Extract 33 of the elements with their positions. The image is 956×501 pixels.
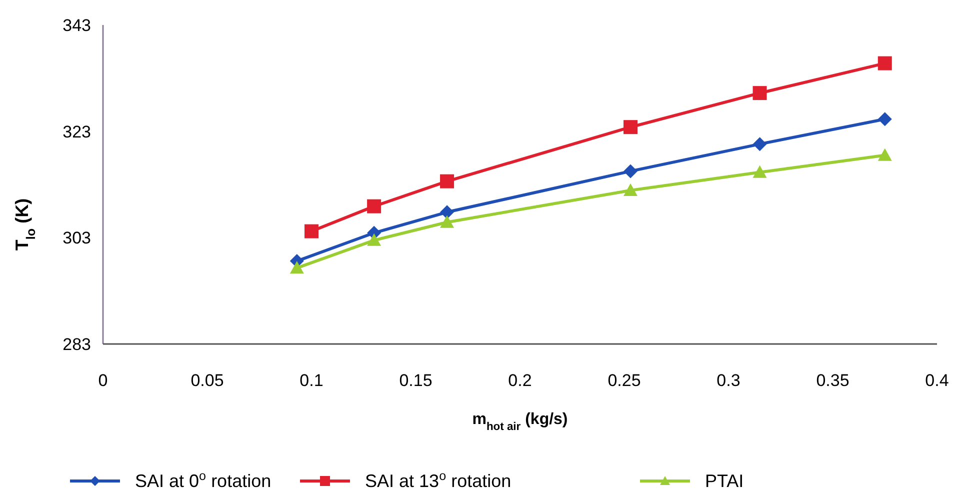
- x-tick-label: 0.3: [716, 371, 740, 390]
- point: [440, 215, 454, 228]
- legend-label: SAI at 0$^{o}$ rotation: [135, 469, 272, 491]
- x-tick-label: 0.15: [399, 371, 432, 390]
- x-tick-label: 0.05: [190, 371, 224, 390]
- point: [878, 112, 892, 126]
- point: [304, 224, 318, 238]
- x-tick-label: 0.25: [608, 371, 641, 390]
- x-tick-label: 0.4: [925, 371, 949, 390]
- point: [878, 148, 892, 161]
- point: [752, 86, 767, 100]
- point: [367, 233, 382, 246]
- legend-label: SAI at 13$^{o}$ rotation: [365, 469, 512, 491]
- x-axis-title: m$_{hot air}$ (kg/s): [472, 411, 568, 433]
- point: [624, 120, 638, 134]
- x-tick-label: 0.2: [508, 371, 532, 390]
- point: [752, 165, 767, 178]
- point: [624, 164, 638, 178]
- y-tick-label: 303: [62, 228, 91, 248]
- point: [878, 56, 892, 70]
- x-tick-label: 0.1: [300, 371, 324, 390]
- point: [290, 260, 304, 274]
- x-tick-label: 0: [98, 371, 108, 390]
- point: [624, 183, 638, 196]
- y-tick-label: 283: [62, 334, 91, 354]
- x-tick-label: 0.35: [816, 371, 850, 390]
- y-tick-label: 343: [62, 16, 91, 35]
- point: [440, 174, 454, 188]
- y-tick-label: 323: [62, 122, 91, 142]
- point: [440, 205, 454, 220]
- point: [752, 137, 767, 152]
- legend-label: PTAI: [705, 471, 744, 491]
- point: [367, 199, 382, 214]
